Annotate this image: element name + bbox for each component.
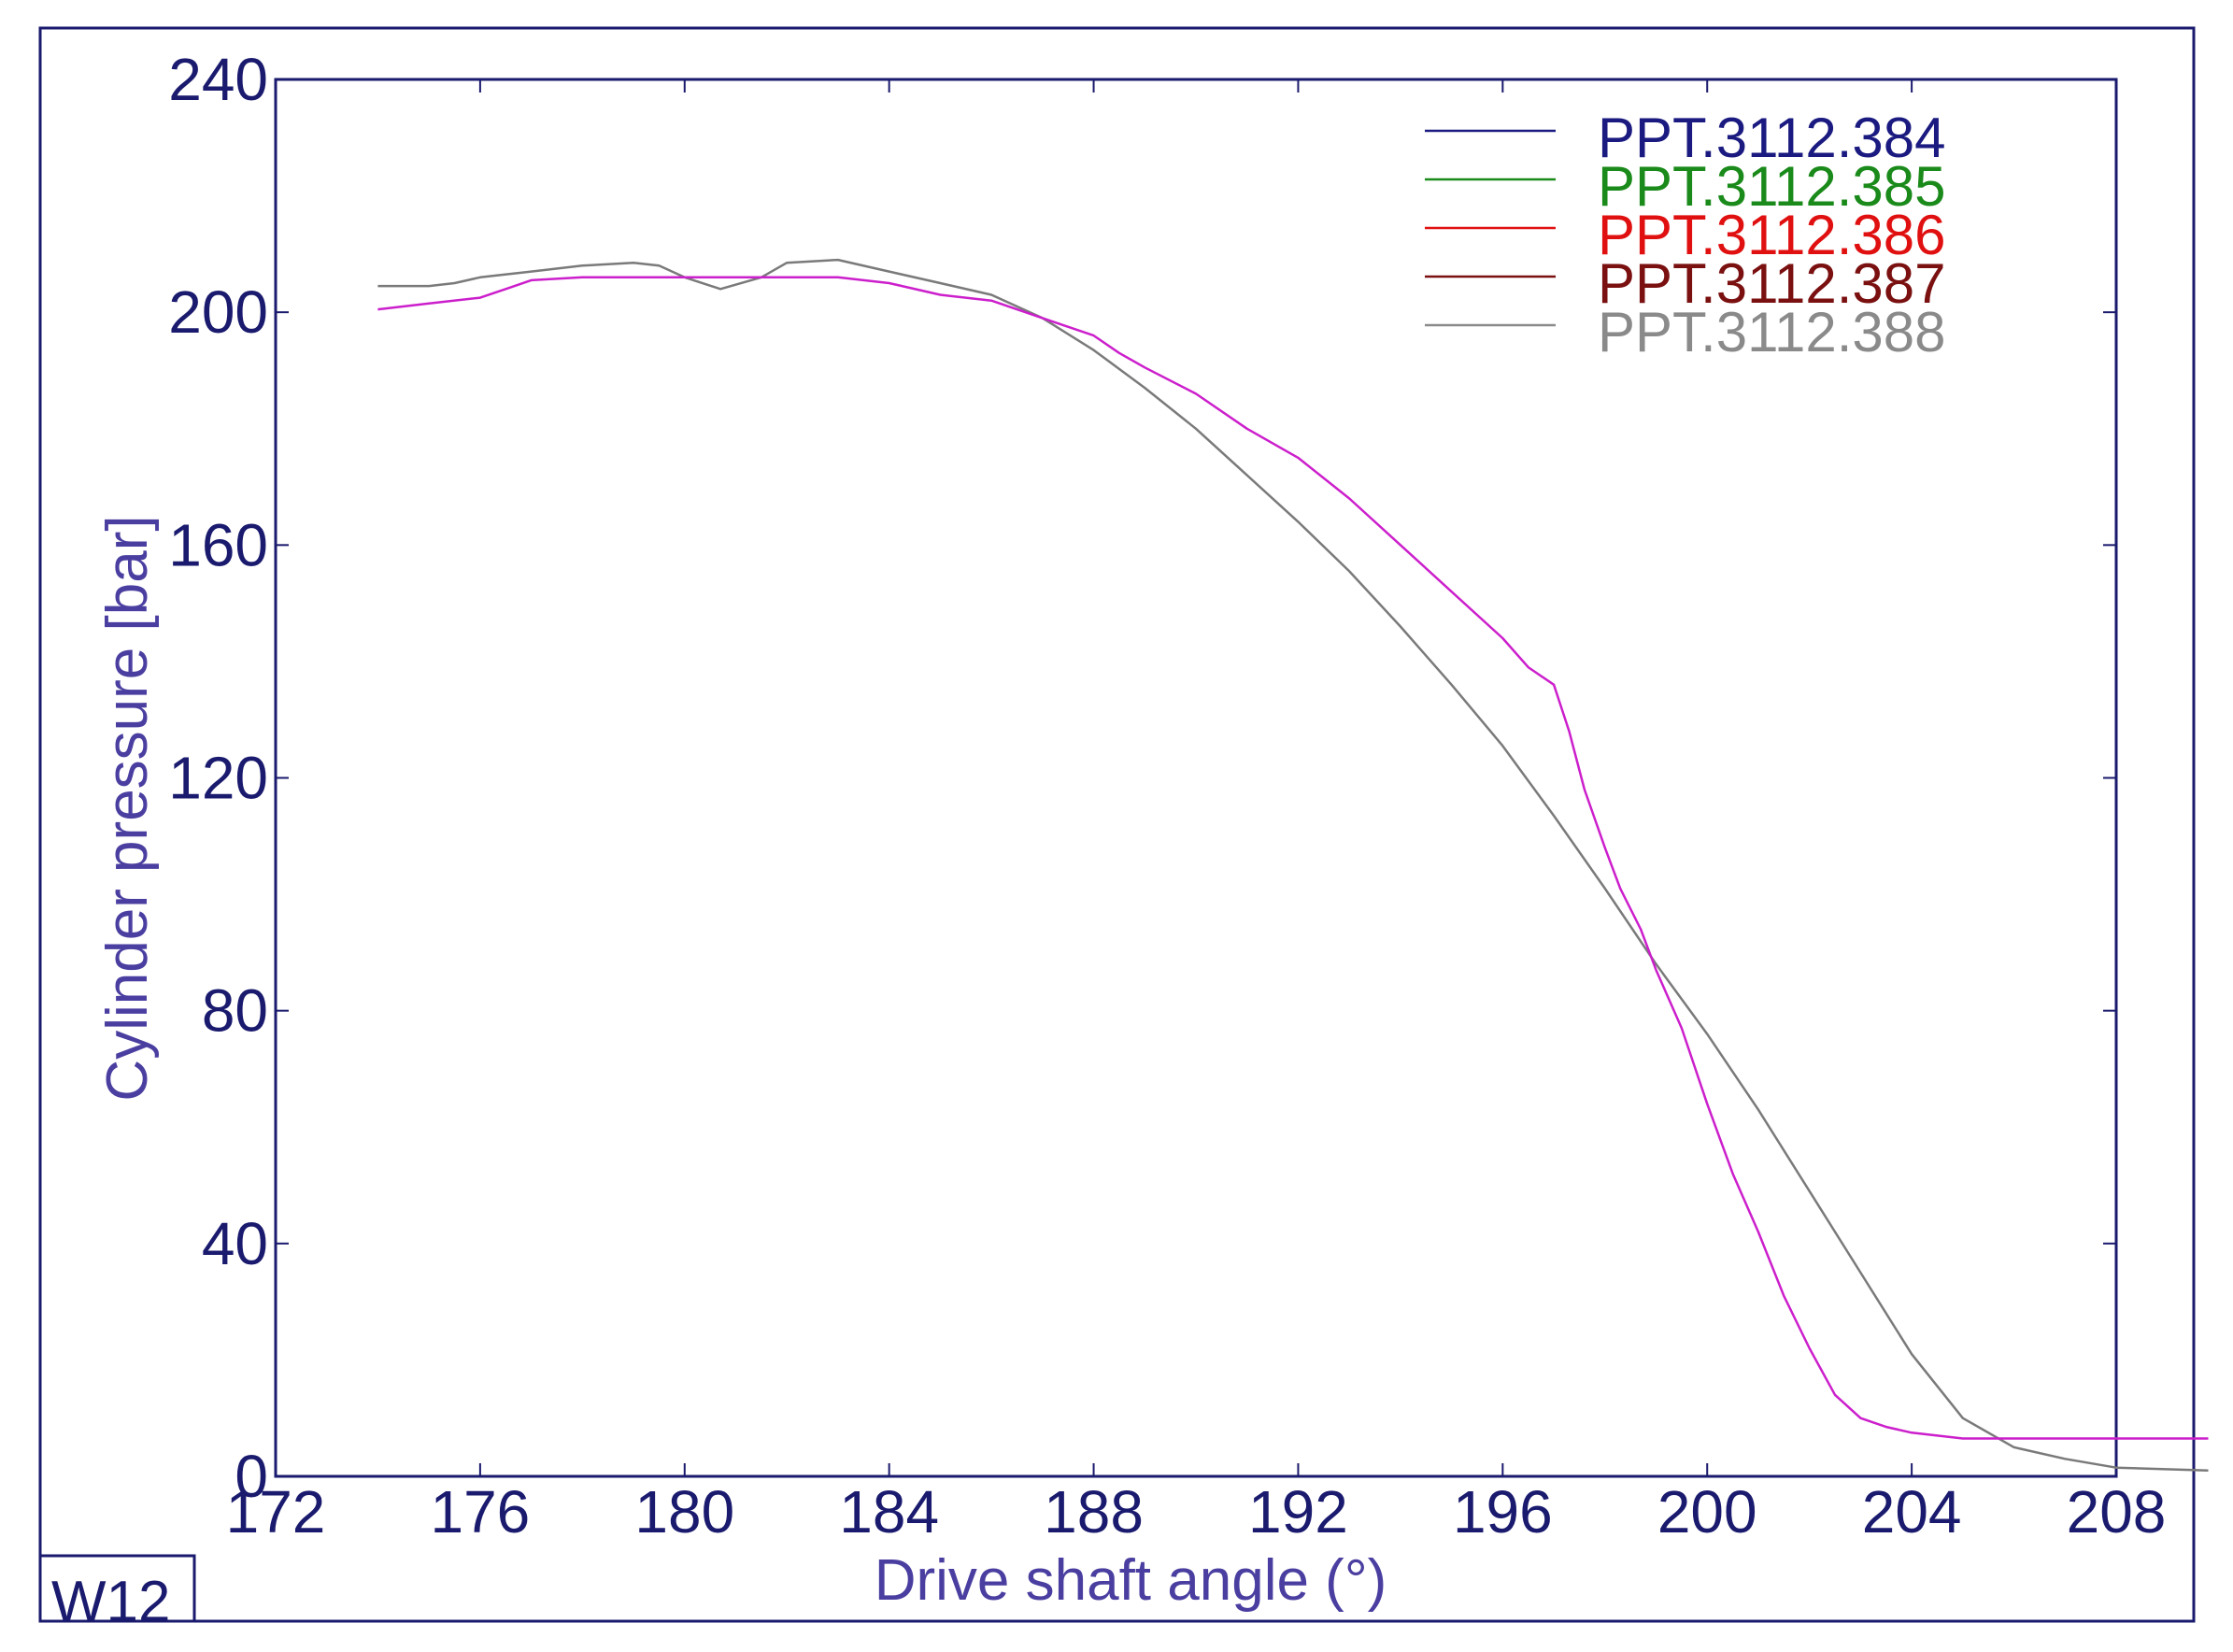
x-tick-labels: 172 176 180 184 188 192 196 200 204 208	[226, 1478, 2167, 1545]
y-tick-label: 240	[168, 46, 268, 113]
x-tick-label: 176	[430, 1478, 530, 1545]
y-tick-label: 120	[168, 745, 268, 812]
series-line-0	[377, 258, 2209, 1473]
x-tick-label: 172	[226, 1478, 326, 1545]
y-tick-label: 200	[168, 278, 268, 346]
x-tick-label: 208	[2067, 1478, 2167, 1545]
axis-ticks	[275, 78, 2117, 1477]
outer-border	[38, 26, 2196, 1623]
legend-label-1: PPT.3112.385	[1598, 155, 1946, 218]
legend-label-0: PPT.3112.384	[1598, 107, 1946, 169]
x-tick-label: 192	[1248, 1478, 1348, 1545]
corner-label: W12	[51, 1570, 170, 1634]
x-tick-label: 188	[1044, 1478, 1144, 1545]
y-tick-label: 160	[168, 511, 268, 578]
plot-area	[274, 78, 2118, 1478]
legend-label-3: PPT.3112.387	[1598, 252, 1946, 315]
x-tick-label: 200	[1657, 1478, 1757, 1545]
legend-label-2: PPT.3112.386	[1598, 204, 1946, 266]
x-tick-label: 180	[634, 1478, 734, 1545]
series-layer	[377, 258, 2209, 1473]
y-tick-label: 40	[202, 1210, 268, 1277]
series-line-1	[377, 276, 2209, 1440]
legend: PPT.3112.384PPT.3112.385PPT.3112.386PPT.…	[1425, 107, 1946, 363]
legend-label-4: PPT.3112.388	[1598, 301, 1946, 363]
x-axis-title: Drive shaft angle (°)	[875, 1548, 1387, 1613]
x-tick-label: 184	[839, 1478, 939, 1545]
x-tick-label: 196	[1453, 1478, 1553, 1545]
y-axis-title: Cylinder pressure [bar]	[95, 515, 160, 1101]
y-tick-label: 0	[235, 1443, 268, 1510]
corner-label-box	[38, 1554, 196, 1623]
y-tick-label: 80	[202, 977, 268, 1045]
x-tick-label: 204	[1862, 1478, 1962, 1545]
y-tick-labels: 0 40 80 120 160 200 240	[168, 46, 268, 1510]
